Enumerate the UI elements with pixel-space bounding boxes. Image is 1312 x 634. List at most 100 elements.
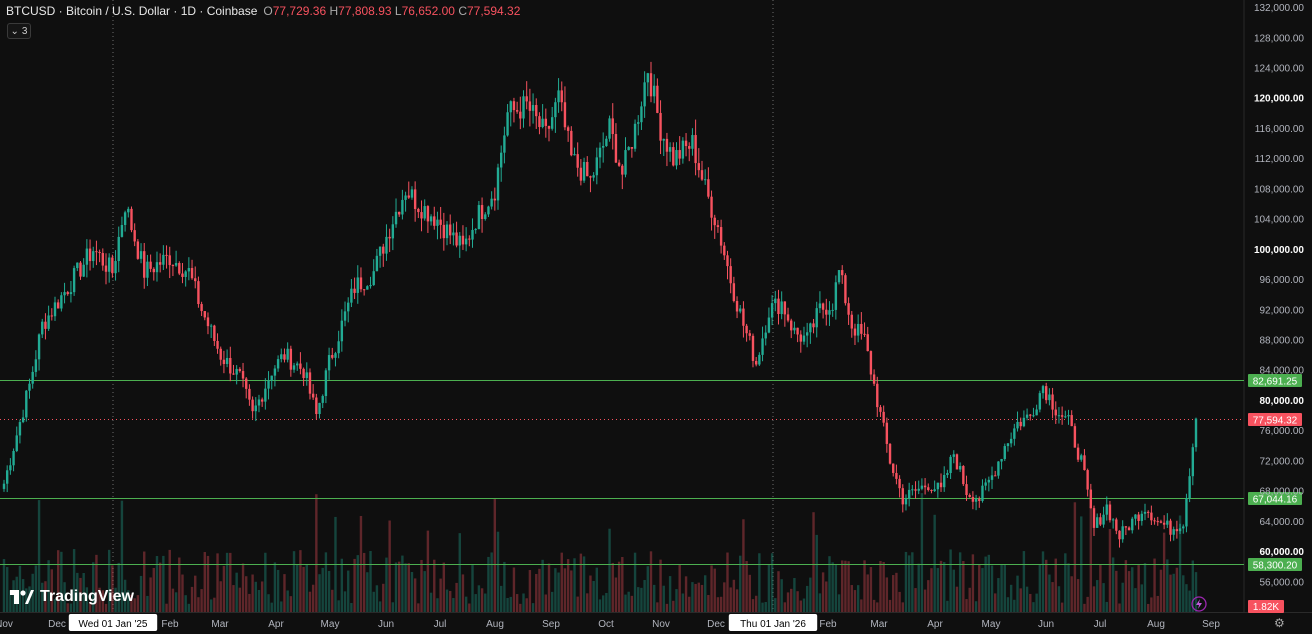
- candle-body: [997, 461, 1000, 476]
- candle-body: [748, 333, 751, 336]
- volume-bar: [468, 603, 471, 612]
- volume-bar: [987, 554, 991, 612]
- volume-bar: [85, 587, 89, 612]
- candle-body: [311, 393, 315, 398]
- volume-bar: [949, 549, 952, 612]
- volume-bar: [241, 563, 245, 612]
- time-axis-highlight-bg: [68, 614, 158, 631]
- candle-body: [656, 85, 659, 113]
- volume-bar: [2, 559, 6, 612]
- candle-body: [499, 152, 503, 168]
- candle-body: [554, 102, 557, 118]
- volume-bar: [691, 582, 694, 612]
- candle-body: [47, 315, 50, 329]
- candle-body: [761, 338, 764, 355]
- volume-bar: [123, 579, 127, 612]
- volume-bar: [566, 559, 570, 612]
- candle-body: [1016, 421, 1019, 429]
- volume-bar: [133, 598, 136, 612]
- time-tick-label: Jun: [378, 619, 394, 630]
- volume-bar: [958, 552, 962, 612]
- volume-bar: [990, 565, 994, 612]
- candle-body: [917, 488, 920, 491]
- candle-body: [1095, 517, 1099, 528]
- volume-bar: [382, 583, 385, 612]
- candle-body: [289, 348, 293, 370]
- candle-body: [895, 472, 898, 479]
- candle-body: [286, 348, 289, 360]
- volume-bar: [783, 602, 787, 612]
- volume-bar: [1115, 570, 1118, 612]
- volume-bar: [1048, 574, 1051, 612]
- candle-body: [675, 150, 678, 166]
- symbol-title[interactable]: BTCUSD · Bitcoin / U.S. Dollar · 1D · Co…: [6, 4, 258, 18]
- candle-body: [369, 285, 372, 287]
- candle-body: [904, 498, 908, 505]
- candle-body: [98, 251, 101, 254]
- candle-body: [640, 106, 643, 123]
- volume-bar: [573, 558, 576, 612]
- candle-body: [401, 199, 404, 215]
- volume-bar: [923, 589, 927, 612]
- candle-body: [356, 277, 359, 293]
- symbol-header: BTCUSD · Bitcoin / U.S. Dollar · 1D · Co…: [6, 4, 520, 18]
- volume-bar: [229, 552, 232, 612]
- candle-body: [162, 254, 165, 265]
- candle-body: [1032, 415, 1035, 417]
- volume-bar: [117, 562, 120, 612]
- volume-bar: [168, 549, 171, 612]
- volume-bar: [1038, 564, 1042, 612]
- support-line-label-bg: [1248, 374, 1302, 387]
- candle-body: [85, 248, 89, 265]
- candle-body: [229, 357, 232, 374]
- volume-bar: [130, 594, 133, 612]
- volume-bar: [203, 552, 206, 612]
- candle-body: [805, 332, 809, 336]
- volume-bar: [828, 556, 831, 612]
- volume-bar: [522, 593, 525, 612]
- volume-bar: [796, 591, 799, 612]
- candle-body: [28, 383, 31, 391]
- candle-body: [362, 289, 366, 291]
- volume-bar: [611, 562, 614, 612]
- price-tick-label: 116,000.00: [1255, 124, 1305, 135]
- volume-bar: [726, 552, 729, 612]
- candle-body: [1188, 476, 1191, 499]
- lightning-icon[interactable]: [1191, 596, 1207, 612]
- volume-bar: [1086, 596, 1089, 612]
- candle-body: [974, 499, 978, 502]
- candle-body: [439, 219, 442, 225]
- candle-body: [700, 170, 704, 180]
- volume-bar: [44, 581, 47, 612]
- candle-body: [1111, 519, 1115, 521]
- tradingview-logo[interactable]: TradingView: [10, 588, 134, 606]
- candle-body: [815, 308, 818, 328]
- volume-bar: [433, 559, 436, 612]
- candle-body: [1150, 512, 1153, 521]
- candle-body: [171, 265, 175, 267]
- candles: [2, 61, 1198, 548]
- gear-icon[interactable]: ⚙: [1274, 616, 1285, 630]
- volume-bar: [844, 560, 847, 612]
- volume-bar: [592, 580, 595, 612]
- candle-body: [1194, 418, 1198, 448]
- candle-body: [713, 217, 716, 226]
- volume-bar: [503, 561, 506, 612]
- indicators-toggle-button[interactable]: ⌄ 3: [7, 23, 31, 39]
- candle-body: [547, 125, 551, 129]
- volume-bar: [257, 590, 261, 612]
- price-tick-label: 56,000.00: [1260, 577, 1305, 588]
- volume-bar: [946, 600, 949, 612]
- candle-body: [66, 292, 69, 295]
- candle-body: [372, 271, 375, 286]
- candle-body: [168, 255, 171, 266]
- volume-label-bg: [1248, 600, 1284, 613]
- candle-body: [184, 271, 187, 277]
- volume-bar: [1150, 597, 1153, 612]
- volume-bar: [582, 556, 586, 612]
- volume-bar: [678, 564, 681, 612]
- volume-bar: [837, 594, 841, 612]
- volume-bar: [700, 584, 704, 612]
- candle-body: [308, 372, 312, 394]
